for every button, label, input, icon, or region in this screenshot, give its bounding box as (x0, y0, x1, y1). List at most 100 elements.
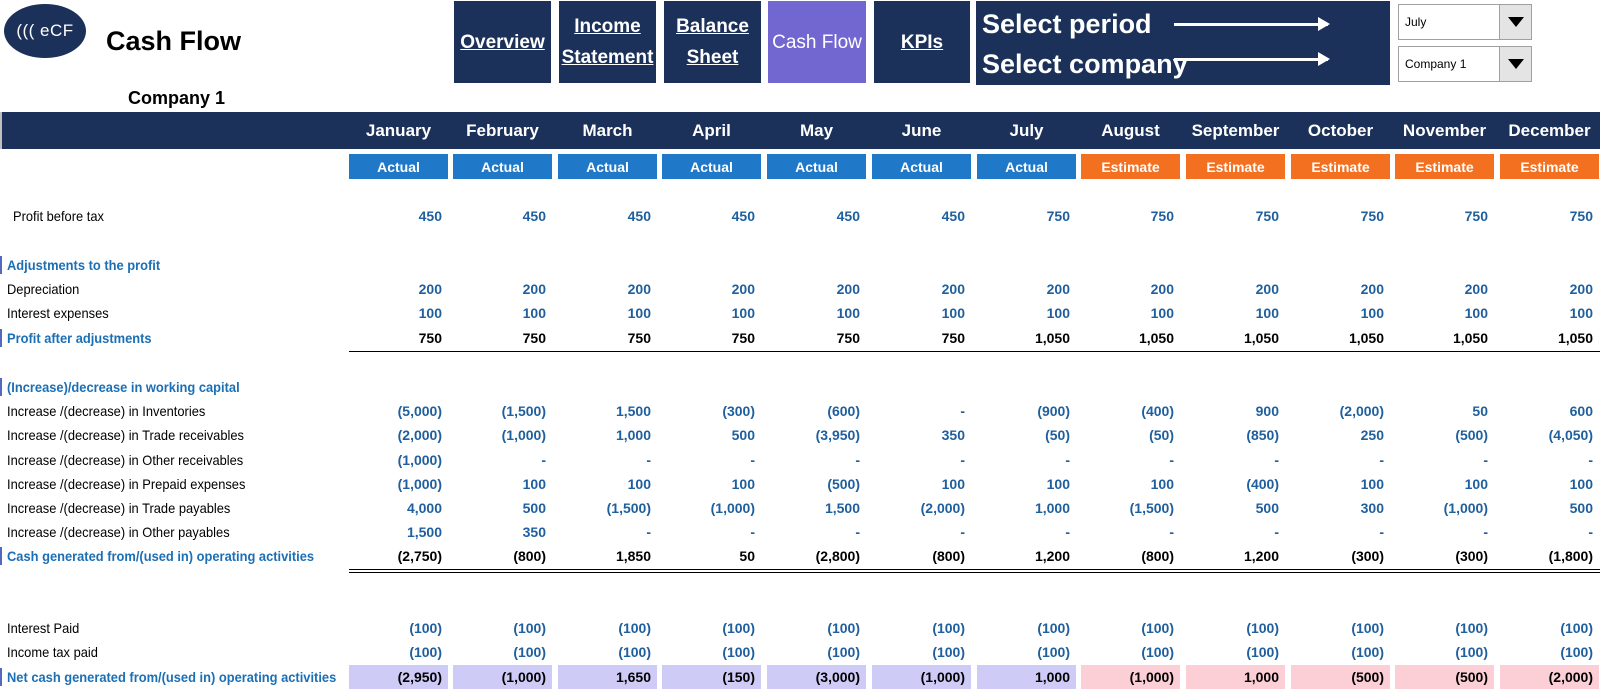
table-cell: (2,800) (815, 548, 860, 564)
table-cell: 200 (1360, 281, 1384, 297)
company-title: Company 1 (128, 88, 226, 108)
table-cell: (100) (1560, 644, 1593, 660)
table-cell: 100 (1150, 476, 1174, 492)
table-cell: 100 (522, 305, 546, 321)
nav-cash-flow-button[interactable]: Cash Flow (768, 1, 866, 83)
chevron-down-icon (1507, 17, 1524, 27)
table-cell: 900 (1255, 403, 1279, 419)
table-cell: 200 (731, 281, 755, 297)
table-cell: 1,500 (824, 500, 860, 516)
row-marker (0, 256, 2, 274)
actual-badge: Actual (558, 154, 657, 179)
table-cell: (100) (1246, 644, 1279, 660)
table-cell: 100 (1464, 305, 1488, 321)
table-cell: 100 (731, 476, 755, 492)
table-cell: 450 (522, 208, 546, 224)
table-cell: (600) (827, 403, 860, 419)
table-cell: - (1588, 452, 1593, 468)
table-cell: 100 (1046, 476, 1070, 492)
table-cell: 1,000 (1186, 665, 1285, 689)
row-label-income-tax-paid: Income tax paid (7, 644, 98, 660)
table-cell: - (1274, 452, 1279, 468)
table-cell: - (541, 452, 546, 468)
table-cell: 750 (1255, 208, 1279, 224)
table-cell: 1,000 (977, 665, 1076, 689)
month-header-march: March (582, 120, 633, 140)
table-cell: 200 (1255, 281, 1279, 297)
actual-badge: Actual (662, 154, 761, 179)
table-cell: - (1483, 524, 1488, 540)
table-cell: 450 (941, 208, 965, 224)
estimate-badge: Estimate (1081, 154, 1180, 179)
table-cell: 100 (627, 305, 651, 321)
table-cell: 1,050 (1243, 330, 1279, 346)
company-dropdown-toggle[interactable] (1499, 47, 1531, 81)
table-cell: 200 (418, 281, 442, 297)
period-dropdown-toggle[interactable] (1499, 5, 1531, 39)
table-cell: (150) (662, 665, 761, 689)
page-title: Cash Flow (106, 26, 242, 56)
table-cell: 750 (522, 330, 546, 346)
table-cell: 750 (418, 330, 442, 346)
total-underline (349, 351, 1600, 352)
table-cell: 450 (627, 208, 651, 224)
row-label-depreciation: Depreciation (7, 281, 80, 297)
table-cell: 200 (941, 281, 965, 297)
row-label-increase-decrease-in-working-capital: (Increase)/decrease in working capital (7, 379, 240, 395)
nav-overview-button[interactable]: Overview (454, 1, 551, 83)
table-cell: - (1169, 452, 1174, 468)
table-cell: 100 (731, 305, 755, 321)
table-cell: (100) (1351, 644, 1384, 660)
estimate-badge: Estimate (1500, 154, 1599, 179)
table-cell: 750 (731, 330, 755, 346)
table-cell: 1,050 (1034, 330, 1070, 346)
table-cell: (100) (1455, 644, 1488, 660)
table-cell: (2,950) (349, 665, 448, 689)
table-cell: 100 (836, 305, 860, 321)
ecf-logo: ((( eCF (4, 4, 86, 58)
row-marker (0, 378, 2, 396)
nav-income-statement-button[interactable]: Income Statement (559, 1, 656, 83)
table-cell: 1,050 (1348, 330, 1384, 346)
row-label-profit-after-adjustments: Profit after adjustments (7, 330, 152, 346)
table-cell: 1,050 (1557, 330, 1593, 346)
table-cell: 100 (1569, 476, 1593, 492)
table-cell: 100 (418, 305, 442, 321)
table-cell: 4,000 (406, 500, 442, 516)
nav-kpis-button[interactable]: KPIs (874, 1, 970, 83)
row-label-increase-decrease-in-trade-receivables: Increase /(decrease) in Trade receivable… (7, 427, 244, 443)
table-cell: 750 (1150, 208, 1174, 224)
company-arrow-icon (1174, 52, 1330, 66)
table-cell: 450 (836, 208, 860, 224)
table-cell: (400) (1246, 476, 1279, 492)
table-cell: 200 (1046, 281, 1070, 297)
table-cell: - (1379, 452, 1384, 468)
table-cell: 750 (1360, 208, 1384, 224)
table-cell: 500 (1569, 500, 1593, 516)
table-cell: (100) (1246, 620, 1279, 636)
month-header-september: September (1191, 120, 1280, 140)
company-dropdown-value: Company 1 (1405, 57, 1467, 71)
table-cell: (100) (1351, 620, 1384, 636)
row-label-net-cash-generated-from-used-in-operating-activities: Net cash generated from/(used in) operat… (7, 669, 337, 685)
table-cell: 750 (1464, 208, 1488, 224)
table-cell: 300 (1360, 500, 1384, 516)
nav-balance-sheet-button[interactable]: Balance Sheet (664, 1, 761, 83)
table-cell: - (1274, 524, 1279, 540)
row-label-interest-paid: Interest Paid (7, 620, 80, 636)
table-cell: 100 (627, 476, 651, 492)
table-cell: 250 (1360, 427, 1384, 443)
table-cell: (2,000) (1500, 665, 1599, 689)
table-cell: 200 (836, 281, 860, 297)
table-cell: 1,200 (1034, 548, 1070, 564)
period-dropdown[interactable]: July (1398, 4, 1532, 40)
company-dropdown[interactable]: Company 1 (1398, 46, 1532, 82)
row-marker (0, 329, 2, 347)
actual-badge: Actual (767, 154, 866, 179)
estimate-badge: Estimate (1395, 154, 1494, 179)
month-header-november: November (1402, 120, 1487, 140)
table-cell: 350 (941, 427, 965, 443)
table-cell: 1,500 (615, 403, 651, 419)
row-label-adjustments-to-the-profit: Adjustments to the profit (7, 257, 161, 273)
table-cell: (1,000) (1443, 500, 1488, 516)
